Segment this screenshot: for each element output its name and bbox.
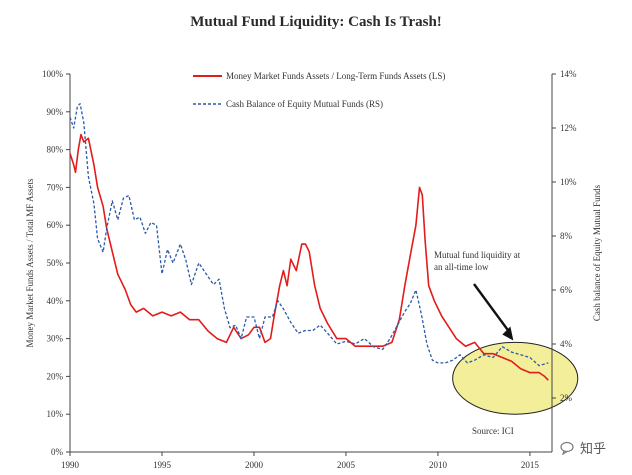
annotation-text: Mutual fund liquidity at	[434, 250, 521, 260]
left-tick-label: 90%	[47, 107, 64, 117]
x-tick-label: 2015	[521, 460, 540, 470]
x-tick-label: 2000	[245, 460, 264, 470]
x-tick-label: 2010	[429, 460, 448, 470]
left-tick-label: 100%	[42, 69, 64, 79]
right-tick-label: 4%	[560, 339, 573, 349]
left-tick-label: 20%	[47, 371, 64, 381]
left-tick-label: 0%	[51, 447, 64, 457]
left-tick-label: 80%	[47, 145, 64, 155]
left-tick-label: 40%	[47, 296, 64, 306]
left-axis-title: Money Market Funds Assets / Total MF Ass…	[25, 178, 35, 347]
left-tick-label: 10%	[47, 409, 64, 419]
x-tick-label: 1995	[153, 460, 172, 470]
right-tick-label: 8%	[560, 231, 573, 241]
legend-label: Money Market Funds Assets / Long-Term Fu…	[226, 71, 445, 81]
right-tick-label: 10%	[560, 177, 577, 187]
right-tick-label: 6%	[560, 285, 573, 295]
equity-cash-series-line	[69, 103, 549, 367]
legend-label: Cash Balance of Equity Mutual Funds (RS)	[226, 99, 383, 109]
highlight-ellipse	[452, 341, 579, 415]
right-tick-label: 14%	[560, 69, 577, 79]
right-tick-label: 2%	[560, 393, 573, 403]
money-market-series-line	[69, 133, 549, 381]
source-note: Source: ICI	[472, 426, 514, 436]
annotation-arrow	[473, 283, 512, 335]
x-tick-label: 2005	[337, 460, 356, 470]
left-tick-label: 50%	[47, 258, 64, 268]
annotation-arrowhead	[502, 326, 514, 341]
left-tick-label: 60%	[47, 220, 64, 230]
right-axis-title: Cash balance of Equity Mutual Funds	[592, 184, 602, 321]
chart-title: Mutual Fund Liquidity: Cash Is Trash!	[190, 14, 442, 30]
chat-bubble-icon	[560, 441, 574, 455]
watermark-text: 知乎	[580, 442, 607, 457]
watermark: 知乎	[560, 438, 606, 457]
right-tick-label: 12%	[560, 123, 577, 133]
left-tick-label: 70%	[47, 182, 64, 192]
x-tick-label: 1990	[61, 460, 80, 470]
annotation-text: an all-time low	[434, 262, 489, 272]
left-tick-label: 30%	[47, 334, 64, 344]
